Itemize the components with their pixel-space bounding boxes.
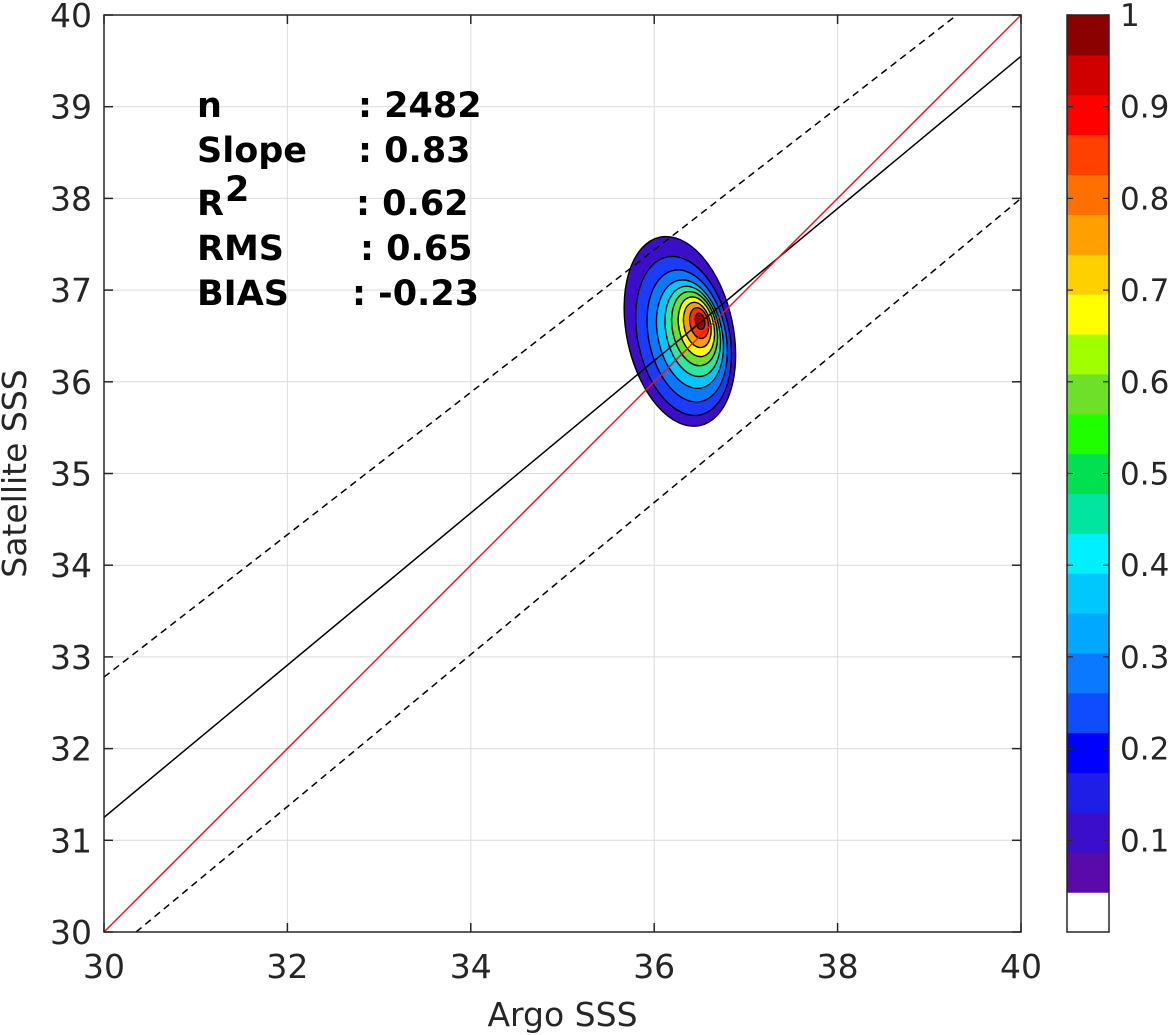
colorbar-segment [1067,373,1109,415]
colorbar-segment [1067,772,1109,813]
colorbar-segment [1067,254,1109,295]
colorbar-segment [1067,333,1109,375]
colorbar-tick-label: 0.2 [1120,732,1169,768]
colorbar-segment [1067,892,1109,933]
colorbar-segment [1067,413,1109,455]
colorbar-tick-label: 0.6 [1120,365,1169,401]
density-contours [623,235,737,427]
y-tick-label: 38 [50,179,92,218]
y-tick-label: 39 [50,88,92,127]
colorbar-tick-label: 1 [1120,0,1140,34]
colorbar-segment [1067,613,1109,654]
colorbar-segment [1067,852,1109,893]
colorbar-segment [1067,294,1109,335]
colorbar: 0.1 0.2 0.3 0.4 0.5 0.6 0.7 0.8 0.9 1 [1066,0,1169,933]
colorbar-segment [1067,15,1109,56]
colorbar-segment [1067,54,1109,96]
stat-value: : 2482 [358,86,482,126]
colorbar-tick-label: 0.5 [1120,457,1169,493]
colorbar-segment [1067,652,1109,694]
colorbar-segment [1067,692,1109,734]
colorbar-segment [1067,453,1109,495]
y-tick-label: 37 [50,271,92,310]
colorbar-segment [1067,812,1109,853]
stat-label: BIAS [197,274,289,314]
colorbar-segment [1067,134,1109,176]
colorbar-segment [1067,573,1109,614]
colorbar-segment [1067,174,1109,215]
colorbar-tick-label: 0.9 [1120,90,1169,126]
y-tick-label: 36 [50,363,92,402]
y-tick-label: 30 [50,913,92,952]
colorbar-segment [1067,214,1109,255]
upper-bound-dashed-line [104,15,958,678]
y-tick-label: 32 [50,730,92,769]
colorbar-tick-label: 0.1 [1120,823,1169,859]
y-tick-label: 40 [50,0,92,35]
colorbar-tick-label: 0.7 [1120,273,1169,309]
stat-label: R [197,184,224,224]
stat-label: RMS [197,229,284,269]
x-axis-title: Argo SSS [487,995,637,1034]
colorbar-tick-label: 0.8 [1120,181,1169,217]
stat-label: n [197,86,222,126]
y-tick-label: 31 [50,821,92,860]
x-tick-label: 30 [83,947,125,986]
x-tick-label: 38 [817,947,859,986]
axis-ticks: 30 32 34 36 38 40 30 31 32 33 34 35 36 37 38 39 40 [50,0,1042,986]
colorbar-segment [1067,94,1109,136]
colorbar-segment [1067,533,1109,574]
reference-lines [104,15,1021,932]
x-tick-label: 32 [266,947,308,986]
x-tick-label: 34 [450,947,492,986]
stat-label-superscript: 2 [225,170,249,210]
one-to-one-line [104,15,1021,932]
colorbar-tick-label: 0.3 [1120,640,1169,676]
x-tick-label: 40 [1000,947,1042,986]
regression-line [104,55,1021,818]
y-tick-label: 33 [50,638,92,677]
stat-label: Slope [197,131,307,171]
stats-annotation: n : 2482 Slope : 0.83 R 2 : 0.62 RMS : 0.65 BIAS:… [197,86,482,314]
colorbar-tick-label: 0.4 [1120,548,1169,584]
colorbar-segment [1067,732,1109,774]
stat-value: : 0.83 [358,131,471,171]
y-tick-label: 34 [50,546,92,585]
stat-value: : 0.62 [356,184,469,224]
colorbar-segment [1067,493,1109,534]
y-axis-title: Satellite SSS [0,369,34,578]
x-tick-label: 36 [633,947,675,986]
stat-value: : -0.23 [352,274,479,314]
stat-value: : 0.65 [360,229,473,269]
y-tick-label: 35 [50,455,92,494]
